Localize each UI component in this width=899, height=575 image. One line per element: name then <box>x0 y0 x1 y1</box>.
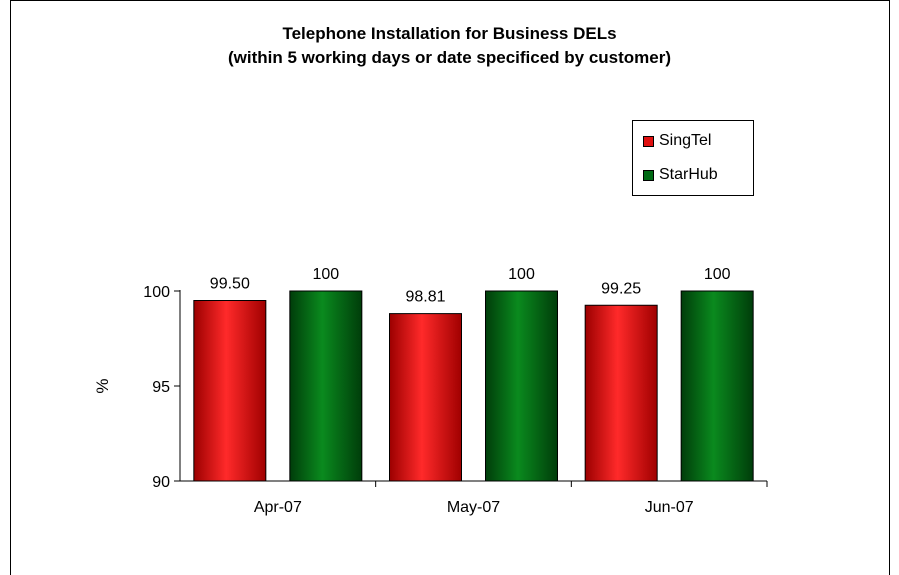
y-tick-label: 100 <box>143 284 170 301</box>
chart-legend: SingTel StarHub <box>632 120 754 196</box>
x-tick-label: Apr-07 <box>254 499 302 516</box>
legend-label-starhub: StarHub <box>659 166 718 183</box>
y-tick-label: 95 <box>152 379 170 396</box>
y-axis-label: % <box>93 378 112 393</box>
data-label: 100 <box>704 266 731 283</box>
bar-starhub-jun-07 <box>680 290 754 482</box>
bar-starhub-apr-07 <box>289 290 363 482</box>
y-tick-label: 90 <box>152 474 170 491</box>
legend-entry-starhub: StarHub <box>643 165 718 185</box>
x-tick-label: Jun-07 <box>645 499 694 516</box>
bar-singtel-apr-07 <box>193 300 267 482</box>
bar-singtel-may-07 <box>389 313 462 482</box>
data-label: 100 <box>312 266 339 283</box>
bar-starhub-may-07 <box>485 290 558 482</box>
data-label: 99.50 <box>210 276 250 293</box>
x-tick-label: May-07 <box>447 499 500 516</box>
chart-title: Telephone Installation for Business DELs <box>282 24 617 43</box>
legend-swatch-starhub <box>643 169 654 181</box>
data-label: 100 <box>508 266 535 283</box>
legend-label-singtel: SingTel <box>659 132 712 149</box>
chart-subtitle: (within 5 working days or date specifice… <box>227 48 672 67</box>
chart-frame <box>10 0 890 575</box>
data-label: 99.25 <box>601 280 641 297</box>
data-label: 98.81 <box>405 289 445 306</box>
legend-entry-singtel: SingTel <box>643 131 711 151</box>
bar-singtel-jun-07 <box>584 304 658 482</box>
legend-swatch-singtel <box>643 135 654 147</box>
